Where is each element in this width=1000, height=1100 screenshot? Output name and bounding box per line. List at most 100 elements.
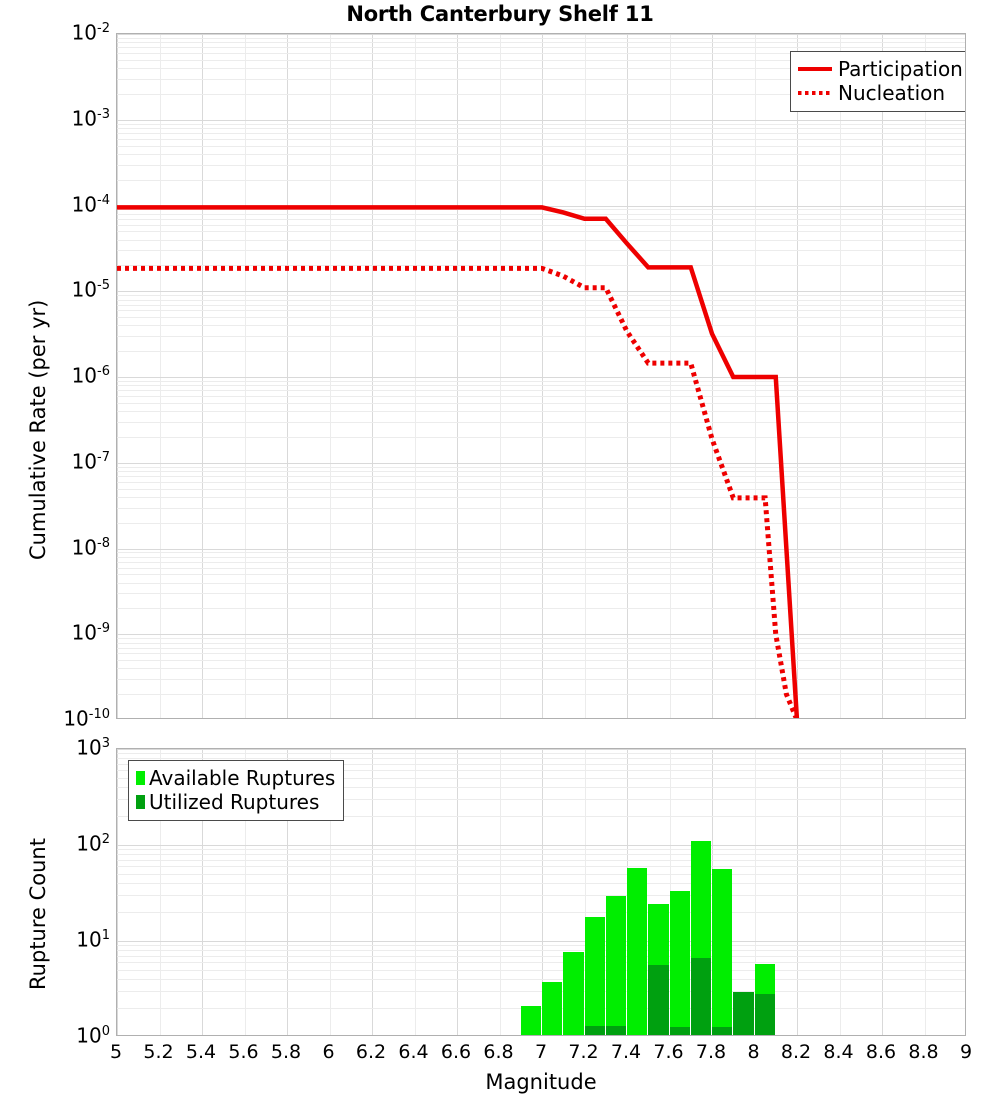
bar-available-ruptures [627, 867, 648, 1035]
y-tick-label: 10-7 [71, 449, 110, 474]
gridline-vertical [797, 34, 798, 718]
gridline-horizontal-minor [117, 79, 965, 80]
x-tick-label: 5.2 [143, 1041, 174, 1063]
gridline-vertical [244, 34, 246, 718]
gridline-horizontal-minor [117, 146, 965, 147]
gridline-horizontal-minor [117, 396, 965, 397]
gridline-horizontal-minor [117, 895, 965, 896]
gridline-horizontal-minor [117, 124, 965, 125]
gridline-horizontal [117, 634, 965, 635]
gridline-horizontal-minor [117, 962, 965, 963]
gridline-horizontal-minor [117, 608, 965, 609]
y-tick-label: 100 [76, 1023, 110, 1048]
gridline-vertical [202, 34, 203, 718]
gridline-vertical [159, 749, 161, 1035]
gridline-horizontal [117, 549, 965, 550]
gridline-vertical [924, 34, 926, 718]
gridline-vertical [542, 34, 543, 718]
page-title: North Canterbury Shelf 11 [346, 2, 654, 26]
gridline-horizontal-minor [117, 219, 965, 220]
gridline-horizontal-minor [117, 552, 965, 553]
gridline-horizontal-minor [117, 849, 965, 850]
gridline-vertical [669, 34, 671, 718]
gridline-vertical [499, 749, 501, 1035]
y-tick-label: 10-5 [71, 277, 110, 302]
bar-available-ruptures [712, 868, 733, 1035]
gridline-horizontal-minor [117, 568, 965, 569]
gridline-horizontal-minor [117, 325, 965, 326]
x-tick-label: 5.8 [270, 1041, 302, 1063]
gridline-horizontal-minor [117, 482, 965, 483]
gridline-horizontal [117, 291, 965, 292]
legend-item-utilized-ruptures[interactable]: Utilized Ruptures [136, 790, 335, 814]
gridline-horizontal-minor [117, 133, 965, 134]
gridline-horizontal-minor [117, 497, 965, 498]
gridline-horizontal-minor [117, 214, 965, 215]
gridline-horizontal [117, 941, 965, 942]
gridline-vertical [329, 749, 331, 1035]
gridline-vertical [627, 34, 628, 718]
gridline-horizontal-minor [117, 385, 965, 386]
gridline-vertical [287, 34, 288, 718]
x-tick-label: 7.2 [568, 1041, 599, 1063]
x-tick-label: 6 [322, 1041, 335, 1063]
gridline-horizontal-minor [117, 422, 965, 423]
gridline-horizontal-minor [117, 351, 965, 352]
legend-label-utilized-ruptures: Utilized Ruptures [149, 790, 320, 814]
y-tick-label: 103 [76, 735, 110, 760]
legend-item-nucleation[interactable]: Nucleation [798, 81, 963, 105]
gridline-horizontal-minor [117, 753, 965, 754]
gridline-horizontal-minor [117, 799, 965, 800]
cumulative-rate-plot: Participation Nucleation [116, 33, 966, 719]
top-legend: Participation Nucleation [790, 51, 965, 112]
gridline-horizontal-minor [117, 225, 965, 226]
x-tick-label: 7 [534, 1041, 548, 1063]
gridline-vertical [287, 749, 288, 1035]
mfd-curves [117, 205, 800, 718]
x-tick-label: 6.2 [355, 1041, 387, 1063]
gridline-horizontal-minor [117, 476, 965, 477]
gridline-vertical [882, 749, 883, 1035]
gridline-horizontal-minor [117, 562, 965, 563]
gridline-horizontal-minor [117, 165, 965, 166]
gridline-vertical [329, 34, 331, 718]
gridline-horizontal-minor [117, 128, 965, 129]
y-tick-label: 101 [76, 927, 110, 952]
bar-utilized-ruptures [584, 1025, 605, 1035]
gridline-vertical [584, 749, 586, 1035]
gridline-vertical [839, 749, 841, 1035]
bar-available-ruptures [563, 951, 584, 1035]
gridline-horizontal-minor [117, 758, 965, 759]
x-tick-label: 5.4 [185, 1041, 217, 1063]
gridline-horizontal-minor [117, 317, 965, 318]
gridline-horizontal-minor [117, 47, 965, 48]
gridline-horizontal-minor [117, 94, 965, 95]
gridline-horizontal-minor [117, 1008, 965, 1009]
y-tick-label: 10-9 [71, 620, 110, 645]
gridline-horizontal-minor [117, 295, 965, 296]
gridline-horizontal-minor [117, 265, 965, 266]
gridline-vertical [414, 749, 416, 1035]
gridline-horizontal [117, 120, 965, 121]
gridline-horizontal-minor [117, 979, 965, 980]
gridline-horizontal-minor [117, 854, 965, 855]
x-tick-label: 7.8 [695, 1041, 727, 1063]
y-tick-label: 10-3 [71, 106, 110, 131]
gridline-horizontal-minor [117, 139, 965, 140]
legend-item-available-ruptures[interactable]: Available Ruptures [136, 766, 335, 790]
legend-item-participation[interactable]: Participation [798, 57, 963, 81]
x-tick-label: 8.6 [865, 1041, 897, 1063]
gridline-horizontal-minor [117, 180, 965, 181]
gridline-horizontal-minor [117, 860, 965, 861]
gridline-vertical [117, 34, 118, 718]
gridline-vertical [457, 34, 458, 718]
x-axis-label: Magnitude [485, 1070, 597, 1094]
gridline-horizontal-minor [117, 883, 965, 884]
gridline-vertical [839, 34, 841, 718]
gridline-horizontal-minor [117, 467, 965, 468]
bar-utilized-ruptures [754, 993, 775, 1035]
gridline-vertical [584, 34, 586, 718]
gridline-horizontal [117, 463, 965, 464]
gridline-vertical [754, 749, 756, 1035]
